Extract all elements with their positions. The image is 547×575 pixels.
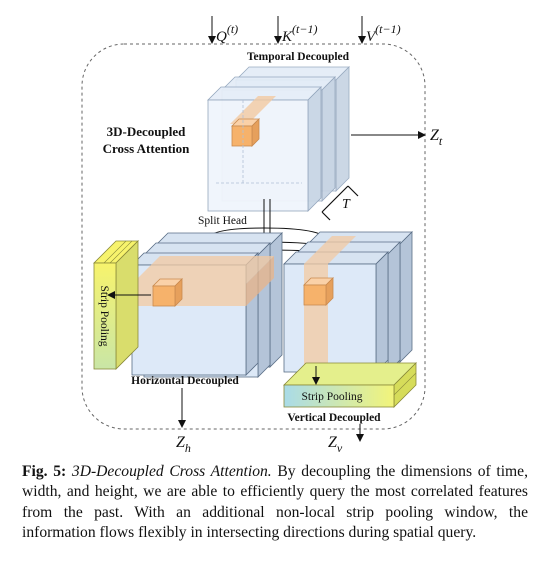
t-label: T xyxy=(342,197,351,212)
split-head-label: Split Head xyxy=(198,215,247,227)
t-bracket xyxy=(321,185,359,221)
input-q: Q(t) xyxy=(208,16,238,45)
svg-text:Q(t): Q(t) xyxy=(216,22,238,45)
strip-pooling-bottom-label: Strip Pooling xyxy=(301,391,362,403)
horizontal-query-cube xyxy=(152,278,183,307)
temporal-stack xyxy=(207,66,350,212)
vertical-query-cube xyxy=(303,277,334,306)
input-k: K(t−1) xyxy=(274,16,317,45)
temporal-decoupled-label: Temporal Decoupled xyxy=(247,51,350,63)
temporal-query-cube xyxy=(231,118,260,147)
output-zt: Zt xyxy=(430,127,443,148)
input-v: V(t−1) xyxy=(358,16,401,45)
output-zh: Zh xyxy=(176,434,191,455)
horizontal-query-band xyxy=(132,256,274,284)
module-boundary xyxy=(81,43,426,430)
temporal-panel-front xyxy=(207,86,322,212)
block-title-line1: 3D-Decoupled xyxy=(107,124,186,139)
caption-body: By decoupling the dimensions of time, wi… xyxy=(22,463,528,542)
caption-lead: Fig. 5: xyxy=(22,463,67,480)
decoupled-attention-diagram: Q(t) K(t−1) V(t−1) Temporal Decoupled 3D… xyxy=(81,16,443,455)
output-zv: Zv xyxy=(328,434,343,455)
strip-pooling-left-label: Strip Pooling xyxy=(98,285,110,346)
caption-title: 3D-Decoupled Cross Attention. xyxy=(71,463,272,480)
strip-pooling-bottom-block xyxy=(283,362,417,408)
horizontal-decoupled-label: Horizontal Decoupled xyxy=(131,375,239,387)
temporal-query-band xyxy=(230,96,276,124)
horizontal-stack xyxy=(131,232,283,378)
strip-pooling-left-block xyxy=(93,240,139,370)
vertical-decoupled-label: Vertical Decoupled xyxy=(287,412,381,424)
figure-caption: Fig. 5: 3D-Decoupled Cross Attention. By… xyxy=(22,462,528,544)
vertical-stack xyxy=(283,231,413,373)
svg-text:K(t−1): K(t−1) xyxy=(281,22,317,45)
vertical-query-band xyxy=(304,236,356,264)
svg-text:V(t−1): V(t−1) xyxy=(366,22,401,45)
vertical-panel-front xyxy=(283,251,389,373)
block-title-line2: Cross Attention xyxy=(103,141,191,156)
